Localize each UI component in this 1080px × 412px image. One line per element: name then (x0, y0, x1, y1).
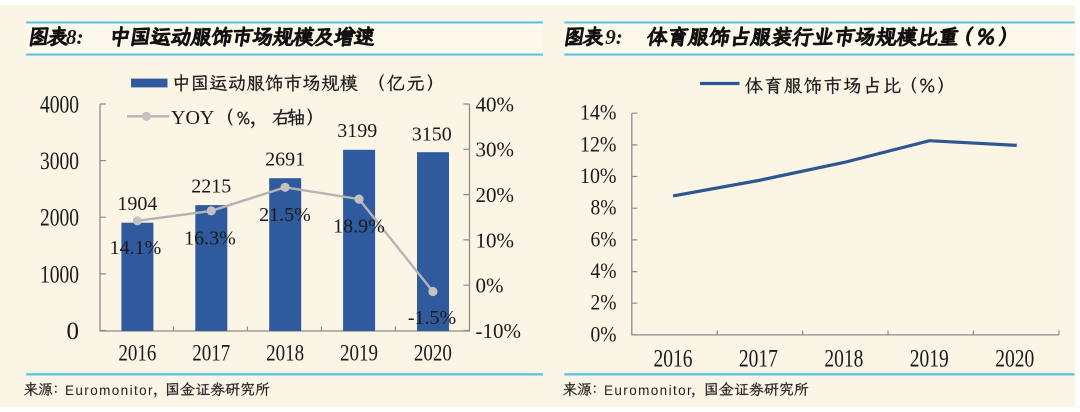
svg-text:21.5%: 21.5% (259, 204, 311, 226)
svg-text:2017: 2017 (739, 346, 778, 373)
svg-text:2%: 2% (591, 290, 617, 315)
svg-text:2016: 2016 (654, 346, 693, 373)
svg-text:2019: 2019 (910, 346, 949, 373)
svg-text:10%: 10% (476, 228, 515, 252)
svg-text:10%: 10% (580, 163, 617, 188)
svg-text:YOY: YOY (171, 107, 214, 129)
svg-text:2016: 2016 (118, 340, 156, 365)
svg-text:4%: 4% (591, 258, 617, 283)
svg-text:Euromonitor: Euromonitor (604, 383, 693, 398)
svg-text:2020: 2020 (995, 346, 1034, 373)
svg-text:30%: 30% (476, 138, 515, 162)
svg-text:0%: 0% (591, 321, 617, 346)
svg-text:14.1%: 14.1% (110, 237, 162, 259)
svg-text:4000: 4000 (40, 91, 79, 118)
svg-text:9:: 9: (605, 25, 623, 49)
svg-text:8%: 8% (591, 195, 617, 220)
svg-text:1904: 1904 (117, 193, 157, 215)
svg-text:2020: 2020 (414, 340, 452, 365)
svg-text:2691: 2691 (265, 149, 305, 171)
svg-text:6%: 6% (591, 226, 617, 251)
svg-text:2018: 2018 (824, 346, 863, 373)
svg-text:-1.5%: -1.5% (408, 307, 456, 329)
svg-text:14%: 14% (580, 100, 617, 125)
svg-text:3150: 3150 (412, 124, 452, 146)
svg-text:3000: 3000 (40, 148, 79, 175)
svg-text:8:: 8: (66, 25, 84, 49)
svg-text:0: 0 (67, 318, 80, 345)
svg-text:Euromonitor: Euromonitor (65, 383, 154, 398)
svg-text:3199: 3199 (337, 120, 377, 142)
svg-text:18.9%: 18.9% (333, 216, 385, 238)
svg-text:2017: 2017 (192, 340, 230, 365)
svg-text:20%: 20% (476, 183, 515, 207)
svg-text:16.3%: 16.3% (184, 227, 236, 249)
svg-text:-10%: -10% (476, 319, 522, 343)
svg-text:12%: 12% (580, 131, 617, 156)
svg-text:0%: 0% (476, 274, 504, 298)
svg-text:2018: 2018 (266, 340, 304, 365)
svg-text:40%: 40% (476, 92, 515, 116)
svg-text:2000: 2000 (40, 205, 79, 232)
svg-text:2215: 2215 (191, 176, 231, 198)
svg-text:2019: 2019 (340, 340, 378, 365)
svg-text:1000: 1000 (40, 261, 79, 288)
